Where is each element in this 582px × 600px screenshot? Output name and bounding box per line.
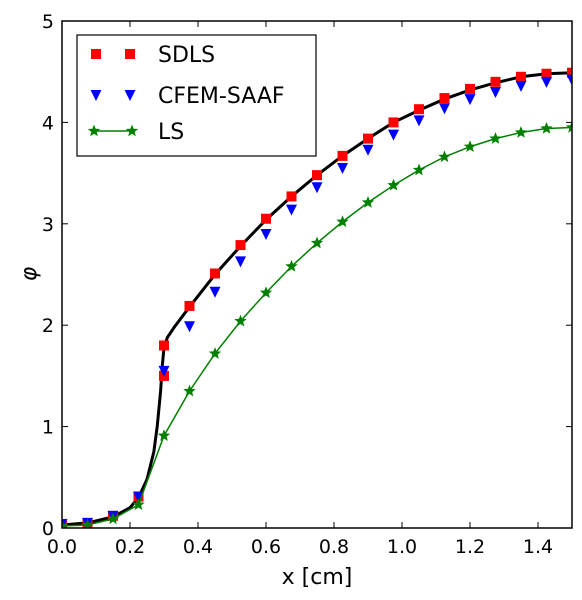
y-tick-label: 1 — [42, 417, 54, 439]
data-point-sdls — [490, 76, 501, 87]
data-point-cfem-saaf — [337, 163, 348, 175]
data-point-sdls — [210, 268, 220, 279]
x-tick-label: 0.0 — [47, 536, 77, 558]
y-tick-label: 3 — [42, 214, 54, 236]
x-axis-label: x [cm] — [282, 565, 353, 590]
data-point-cfem-saaf — [388, 129, 399, 141]
data-point-ls — [387, 178, 400, 191]
legend-label: CFEM-SAAF — [158, 84, 285, 109]
data-point-ls — [157, 429, 171, 441]
y-tick-label: 5 — [42, 11, 54, 33]
data-point-ls — [438, 150, 451, 163]
series-cfem-saaf — [62, 74, 572, 528]
data-point-sdls — [363, 133, 373, 144]
y-tick-label: 0 — [42, 518, 54, 540]
data-point-ls — [336, 215, 349, 228]
legend-item-cfem-saaf: CFEM-SAAF — [90, 84, 285, 109]
data-point-sdls — [465, 83, 475, 94]
data-point-sdls — [235, 240, 246, 251]
data-point-ls — [234, 314, 247, 327]
legend-marker — [87, 124, 101, 137]
x-axis: 0.0 0.2 0.4 0.6 0.8 1.0 1.2 1.4 — [47, 21, 553, 558]
data-point-sdls — [337, 150, 348, 161]
y-tick-label: 4 — [42, 112, 54, 134]
data-point-sdls — [439, 93, 450, 104]
y-axis-label: φ — [17, 266, 42, 281]
data-point-ls — [132, 498, 145, 510]
data-point-cfem-saaf — [286, 204, 297, 216]
data-point-ls — [540, 121, 553, 134]
data-point-cfem-saaf — [541, 76, 552, 88]
x-tick-label: 1.4 — [523, 536, 553, 558]
data-point-cfem-saaf — [184, 321, 195, 333]
data-point-cfem-saaf — [158, 365, 170, 377]
data-point-cfem-saaf — [515, 80, 527, 92]
data-point-ls — [310, 236, 324, 249]
data-point-sdls — [541, 68, 552, 79]
data-point-ls — [361, 196, 375, 208]
x-tick-label: 1.0 — [387, 536, 417, 558]
data-point-ls — [81, 518, 94, 528]
data-point-ls — [62, 519, 69, 528]
data-point-cfem-saaf — [490, 86, 501, 98]
legend-label: LS — [158, 120, 184, 145]
x-tick-label: 1.2 — [455, 536, 485, 558]
data-point-sdls — [516, 71, 526, 82]
data-point-cfem-saaf — [260, 228, 272, 240]
data-point-cfem-saaf — [133, 491, 144, 503]
legend-marker — [125, 124, 139, 137]
plot-frame — [61, 20, 573, 529]
data-point-ls — [412, 163, 426, 176]
data-point-ls — [565, 120, 572, 133]
legend-marker — [125, 49, 135, 59]
x-tick-label: 0.4 — [183, 536, 213, 558]
data-point-cfem-saaf — [362, 144, 374, 156]
legend-marker — [91, 49, 101, 59]
data-point-ls — [285, 259, 298, 272]
data-point-cfem-saaf — [566, 74, 572, 86]
data-point-cfem-saaf — [209, 286, 221, 298]
data-point-sdls — [184, 300, 195, 311]
data-point-ls — [208, 347, 222, 359]
data-point-cfem-saaf — [235, 256, 246, 268]
legend-marker — [124, 90, 136, 101]
legend-box — [76, 34, 317, 157]
data-point-sdls — [286, 191, 297, 202]
data-point-sdls — [388, 117, 399, 128]
data-point-sdls — [567, 67, 572, 78]
legend-label: SDLS — [158, 43, 215, 68]
data-point-sdls — [414, 104, 424, 115]
data-point-sdls — [312, 170, 322, 181]
x-tick-label: 0.2 — [115, 536, 145, 558]
data-point-ls — [463, 140, 477, 152]
data-point-cfem-saaf — [439, 103, 450, 115]
legend-item-sdls: SDLS — [91, 43, 215, 68]
y-axis: 0 1 2 3 4 5 — [42, 11, 572, 540]
y-tick-label: 2 — [42, 315, 54, 337]
data-point-cfem-saaf — [311, 182, 323, 194]
series-ls — [62, 120, 572, 528]
data-point-ls — [514, 126, 528, 138]
x-tick-label: 0.6 — [251, 536, 281, 558]
legend-item-ls: LS — [87, 120, 184, 145]
data-point-ls — [489, 132, 502, 144]
data-point-sdls — [159, 340, 169, 351]
data-point-ls — [183, 384, 196, 397]
plot-area — [62, 67, 572, 528]
x-tick-label: 0.8 — [319, 536, 349, 558]
data-point-ls — [106, 512, 120, 525]
data-point-cfem-saaf — [464, 94, 476, 106]
data-point-ls — [259, 286, 273, 299]
legend: SDLS CFEM-SAAF LS — [76, 34, 317, 157]
data-point-cfem-saaf — [413, 115, 425, 127]
legend-marker — [90, 90, 102, 101]
data-point-sdls — [261, 213, 271, 224]
